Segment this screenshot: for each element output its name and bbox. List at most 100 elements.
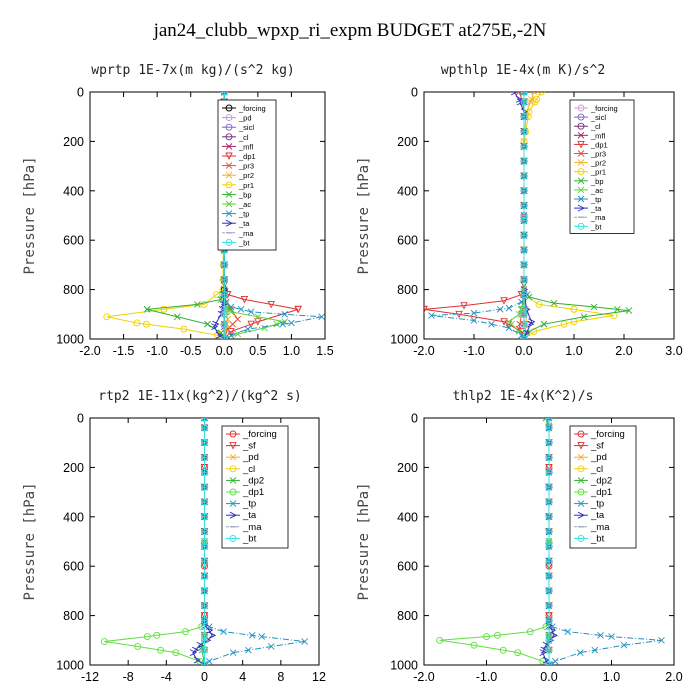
series-point-bt	[545, 542, 553, 550]
legend-marker	[229, 534, 237, 542]
series-point-ta	[212, 320, 220, 328]
series-point-bt	[220, 305, 228, 313]
series-point-ac	[273, 320, 280, 328]
legend-label: _tp	[590, 499, 604, 510]
y-tick-label: 800	[63, 283, 84, 297]
legend-box	[569, 425, 637, 549]
series-point-bt	[545, 528, 553, 536]
legend-marker	[577, 195, 585, 203]
y-axis-label: Pressure [hPa]	[356, 482, 372, 600]
legend-marker	[229, 465, 237, 473]
panel-thlp2: thlp2 1E-4x(K^2)/s Pressure [hPa] -2.0 -1.0…	[356, 389, 683, 684]
series-point-tp	[258, 633, 266, 640]
y-tick-label: 800	[397, 609, 418, 623]
series-point-bt	[201, 617, 208, 624]
legend-label: _pd	[238, 114, 252, 123]
legend-label: _cl	[590, 122, 601, 131]
series-point-ta	[221, 92, 229, 96]
series-point-bt	[545, 424, 553, 432]
legend-marker	[577, 511, 586, 519]
legend-marker	[577, 534, 585, 542]
x-tick-label: -1.5	[113, 344, 135, 358]
series-point-bt	[545, 587, 553, 595]
legend-marker	[577, 150, 585, 157]
series-line-ta	[513, 92, 533, 339]
legend-label: _dp1	[590, 487, 612, 498]
legend-marker	[229, 477, 237, 484]
x-tick-label: -2.0	[413, 670, 435, 684]
x-tick-label: -2.0	[79, 344, 101, 358]
series-point-bt	[201, 631, 208, 639]
legend-marker	[225, 133, 233, 141]
legend-label: _sf	[242, 441, 256, 452]
series-point-bt	[201, 439, 208, 447]
series-point-pr1	[570, 305, 578, 313]
series-point-bt	[545, 538, 553, 545]
series-point-bp	[143, 306, 151, 313]
legend-label: _pr2	[590, 159, 606, 168]
series-point-bt	[201, 528, 208, 536]
series-point-tp	[496, 306, 504, 313]
legend-label: _dp1	[242, 487, 264, 498]
legend-label: _ta	[238, 219, 250, 228]
legend-label: _cl	[242, 464, 255, 475]
legend-label: _bt	[242, 533, 257, 544]
series-point-pr1	[560, 320, 568, 328]
legend-marker	[225, 123, 233, 131]
series-point-tp	[505, 304, 513, 312]
series-point-bt	[220, 92, 228, 96]
series-point-bp	[625, 307, 633, 314]
x-tick-label: -4	[161, 670, 172, 684]
legend-label: _mfl	[590, 131, 606, 140]
series-point-bt	[520, 291, 528, 298]
y-tick-label: 200	[397, 461, 418, 475]
x-tick-label: -2.0	[413, 344, 435, 358]
panel-rtp2: rtp2 1E-11x(kg^2)/(kg^2 s) Pressure [hPa]…	[22, 389, 326, 684]
y-tick-label: 400	[63, 184, 84, 198]
y-tick-label: 1000	[56, 333, 84, 347]
series-point-bt	[520, 335, 528, 339]
y-tick-label: 200	[63, 135, 84, 149]
legend-marker	[577, 204, 586, 212]
series-point-ta	[196, 641, 204, 649]
series-point-ta	[201, 418, 209, 422]
series-point-tp	[245, 646, 252, 654]
series-point-tp	[220, 628, 227, 635]
x-tick-label: -12	[81, 670, 99, 684]
legend-label: _dp2	[590, 475, 612, 486]
legend-label: _ta	[590, 510, 605, 521]
series-point-bt	[520, 202, 528, 210]
series-point-bt	[520, 113, 528, 121]
series-point-bt	[520, 172, 528, 180]
legend-label: _tp	[242, 499, 256, 510]
series-point-dp1	[294, 305, 302, 314]
series-point-bt	[545, 454, 553, 461]
series-point-dp1	[157, 646, 165, 654]
series-point-bp	[550, 299, 558, 307]
x-tick-label: 1.0	[603, 670, 620, 684]
series-point-tp	[470, 309, 478, 317]
series-point-bt	[520, 187, 528, 195]
legend-marker	[225, 143, 233, 150]
series-point-dp1	[172, 649, 180, 657]
series-point-ta	[193, 656, 201, 664]
series-point-bt	[220, 291, 228, 298]
series-point-tp	[227, 331, 235, 339]
y-tick-label: 400	[397, 510, 418, 524]
series-group	[103, 92, 325, 339]
x-tick-label: -1.0	[463, 344, 485, 358]
series-point-bt	[545, 483, 553, 491]
series-point-bp	[590, 303, 598, 311]
series-point-bt	[201, 498, 208, 506]
legend-marker	[577, 177, 585, 185]
legend-marker	[577, 222, 585, 230]
series-point-tp	[576, 649, 584, 656]
series-point-ta	[550, 631, 559, 639]
series-line-bp	[146, 92, 225, 339]
legend-label: _ac	[238, 200, 251, 209]
y-axis-label: Pressure [hPa]	[356, 156, 372, 274]
series-point-ta	[527, 320, 535, 328]
series-point-tp	[237, 306, 245, 313]
y-tick-label: 0	[411, 86, 418, 100]
series-point-tp	[248, 632, 256, 639]
